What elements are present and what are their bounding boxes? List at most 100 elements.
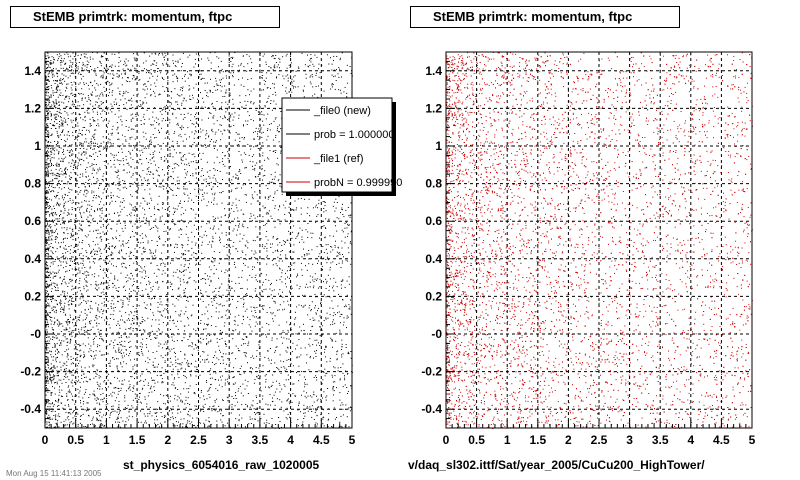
scatter-point (65, 411, 67, 413)
scatter-point (54, 174, 56, 176)
scatter-point (107, 300, 109, 302)
scatter-point (72, 230, 74, 232)
scatter-point (103, 52, 105, 54)
scatter-point (224, 382, 226, 384)
scatter-point (121, 121, 123, 123)
scatter-point (107, 270, 108, 272)
scatter-point (245, 404, 247, 405)
scatter-point (172, 416, 174, 418)
scatter-point (70, 72, 72, 74)
scatter-point (130, 327, 132, 329)
scatter-point (110, 251, 112, 253)
scatter-point (147, 180, 149, 182)
scatter-point (346, 327, 347, 329)
scatter-point (105, 387, 106, 389)
scatter-point (97, 170, 99, 172)
scatter-point (55, 223, 57, 225)
scatter-point (184, 254, 186, 255)
scatter-point (53, 94, 54, 96)
scatter-point (218, 262, 220, 264)
scatter-point (178, 135, 180, 137)
scatter-point (58, 218, 60, 220)
scatter-point (51, 165, 52, 166)
scatter-point (54, 299, 56, 301)
scatter-point (261, 147, 263, 149)
scatter-point (129, 213, 130, 215)
scatter-point (210, 333, 212, 335)
scatter-point (102, 76, 104, 78)
scatter-point (135, 113, 137, 115)
scatter-point (76, 349, 78, 351)
scatter-point (137, 93, 139, 95)
scatter-point (208, 388, 210, 390)
scatter-point (167, 116, 168, 118)
scatter-point (297, 233, 299, 235)
scatter-point (128, 164, 130, 166)
scatter-point (203, 278, 205, 280)
scatter-point (113, 345, 115, 347)
scatter-point (49, 155, 51, 157)
scatter-point (276, 265, 278, 267)
scatter-point (233, 125, 235, 126)
scatter-point (124, 60, 126, 62)
scatter-point (78, 113, 80, 115)
scatter-point (100, 142, 102, 144)
scatter-point (65, 201, 67, 203)
scatter-point (165, 341, 167, 343)
scatter-point (72, 70, 74, 72)
scatter-point (348, 308, 350, 310)
scatter-point (331, 300, 333, 302)
scatter-point (161, 109, 163, 111)
scatter-point (253, 306, 255, 308)
scatter-point (144, 83, 146, 85)
scatter-point (110, 65, 112, 67)
scatter-point (304, 304, 306, 306)
scatter-point (344, 222, 346, 224)
scatter-point (95, 101, 97, 103)
scatter-point (266, 247, 268, 249)
scatter-point (166, 299, 168, 301)
scatter-point (49, 71, 50, 73)
scatter-point (65, 69, 67, 71)
scatter-point (202, 195, 204, 197)
scatter-point (85, 255, 87, 257)
scatter-point (288, 266, 289, 268)
scatter-point (221, 68, 223, 70)
scatter-point (64, 302, 66, 304)
scatter-point (193, 202, 195, 203)
scatter-point (247, 101, 249, 102)
scatter-point (207, 390, 209, 392)
scatter-point (255, 226, 257, 228)
scatter-point (106, 81, 108, 83)
scatter-point (80, 93, 82, 95)
scatter-point (65, 62, 67, 64)
scatter-point (49, 101, 51, 103)
scatter-point (221, 386, 223, 388)
scatter-point (193, 252, 195, 254)
scatter-point (171, 336, 173, 338)
scatter-point (250, 357, 252, 359)
scatter-point (227, 239, 228, 241)
scatter-point (310, 232, 312, 234)
scatter-point (83, 82, 85, 84)
scatter-point (210, 281, 212, 283)
scatter-point (256, 412, 258, 414)
scatter-point (188, 410, 190, 412)
scatter-point (183, 388, 185, 390)
scatter-point (82, 273, 84, 275)
scatter-point (81, 78, 82, 80)
scatter-point (279, 289, 281, 291)
scatter-point (103, 161, 105, 162)
scatter-point (47, 365, 49, 367)
scatter-point (294, 75, 296, 77)
scatter-point (280, 406, 282, 408)
scatter-point (341, 313, 343, 315)
scatter-point (174, 305, 176, 307)
scatter-point (252, 297, 254, 299)
scatter-point (110, 228, 112, 230)
scatter-point (132, 407, 134, 409)
scatter-point (68, 214, 70, 216)
scatter-point (158, 93, 160, 95)
scatter-point (60, 261, 62, 263)
scatter-point (163, 343, 165, 345)
